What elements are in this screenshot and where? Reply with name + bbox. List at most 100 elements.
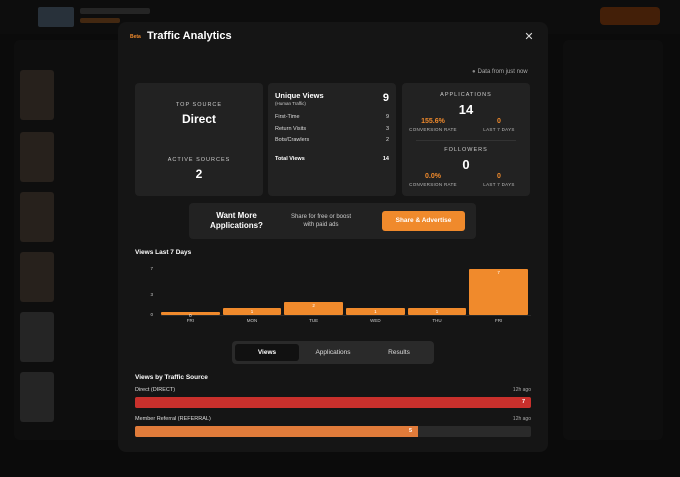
chart-bar[interactable] [346, 308, 405, 315]
background-title [80, 8, 150, 14]
background-avatar [20, 70, 54, 120]
conversion-rate-value: 0.0% [425, 173, 441, 180]
promo-heading: Want More Applications? [210, 211, 263, 230]
followers-last7: 0 LAST 7 DAYS [474, 173, 524, 187]
top-source-value: Direct [181, 112, 216, 126]
y-tick-label: 3 [150, 292, 153, 298]
row-value: 3 [385, 126, 389, 132]
bar-value-label: 1 [374, 309, 377, 315]
total-views-row: Total Views 14 [275, 156, 389, 162]
traffic-source-value: 5 [409, 428, 413, 434]
x-tick-label: FRI [495, 318, 503, 323]
traffic-source-fill [135, 397, 531, 408]
conversion-rate-label: CONVERSION RATE [409, 127, 457, 132]
bar-value-label: 7 [497, 270, 500, 275]
share-advertise-button[interactable]: Share & Advertise [382, 211, 465, 231]
background-right-panel [563, 40, 663, 440]
tab-applications[interactable]: Applications [315, 349, 351, 356]
row-value: 9 [385, 114, 389, 120]
promo-text: Share for free or boost with paid ads [290, 214, 352, 228]
background-avatar [20, 372, 54, 422]
applications-last7: 0 LAST 7 DAYS [474, 118, 524, 132]
close-icon[interactable]: ✕ [524, 31, 534, 43]
traffic-source-name: Member Referral (REFERRAL) [135, 416, 211, 422]
y-tick-label: 0 [150, 312, 153, 317]
unique-views-subtitle: (Human Traffic) [275, 101, 306, 106]
active-sources-value: 2 [195, 167, 203, 181]
dot-icon: ● [472, 69, 476, 75]
x-tick-label: MON [246, 318, 258, 323]
top-source-label: TOP SOURCE [175, 102, 223, 108]
last7-value: 0 [497, 118, 501, 125]
bar-value-label: 1 [250, 309, 254, 315]
tab-results[interactable]: Results [388, 349, 410, 356]
bar-value-label: 1 [435, 309, 439, 315]
bar-value-label: 2 [312, 302, 315, 308]
background-avatar [20, 192, 54, 242]
row-label: Bots/Crawlers [275, 137, 310, 143]
views-chart-title: Views Last 7 Days [135, 249, 192, 256]
chart-bar[interactable] [407, 308, 467, 315]
followers-conversion: 0.0% CONVERSION RATE [408, 173, 458, 187]
row-label: First-Time [275, 114, 300, 120]
active-sources-label: ACTIVE SOURCES [167, 157, 231, 163]
background-subtitle [80, 18, 120, 23]
unique-views-row: Return Visits 3 [275, 126, 389, 132]
metric-tabs: Views Applications Results [232, 341, 434, 364]
data-freshness-text: Data from just now [477, 69, 528, 75]
chart-bar[interactable] [222, 308, 282, 315]
traffic-source-name: Direct (DIRECT) [135, 387, 176, 393]
background-thumbnail [38, 7, 74, 27]
conversion-rate-value: 155.6% [421, 118, 445, 125]
chart-bar[interactable] [161, 312, 220, 315]
traffic-source-value: 7 [522, 399, 526, 405]
total-views-value: 14 [382, 156, 389, 162]
data-freshness: ● Data from just now [472, 69, 528, 75]
unique-views-row: Bots/Crawlers 2 [275, 137, 389, 143]
applications-conversion: 155.6% CONVERSION RATE [408, 118, 458, 132]
beta-badge: Beta [130, 34, 141, 40]
conversion-rate-label: CONVERSION RATE [409, 182, 457, 187]
background-button [600, 7, 660, 25]
applications-label: APPLICATIONS [440, 92, 492, 98]
traffic-analytics-modal: Beta Traffic Analytics ✕ ● Data from just… [118, 22, 548, 452]
unique-views-card: Unique Views (Human Traffic) 9 First-Tim… [268, 83, 396, 196]
promo-banner: Want More Applications? Share for free o… [189, 203, 476, 239]
modal-title: Traffic Analytics [147, 30, 232, 42]
x-tick-label: FRI [186, 318, 194, 323]
y-tick-label: 7 [150, 266, 153, 271]
background-avatar [20, 132, 54, 182]
chart-baseline [161, 315, 531, 316]
traffic-source-title: Views by Traffic Source [135, 374, 208, 381]
followers-value: 0 [462, 157, 470, 172]
x-tick-label: WED [370, 318, 381, 323]
followers-label: FOLLOWERS [444, 147, 488, 153]
last7-value: 0 [497, 173, 501, 180]
traffic-source-bar: 7 [135, 397, 531, 408]
unique-views-row: First-Time 9 [275, 114, 389, 120]
traffic-source-time: 12h ago [512, 416, 531, 422]
x-tick-label: THU [432, 318, 442, 323]
background-avatar [20, 252, 54, 302]
traffic-source-time: 12h ago [512, 387, 531, 393]
applications-value: 14 [458, 102, 474, 117]
unique-views-total: 9 [382, 92, 389, 104]
top-source-card: TOP SOURCE Direct ACTIVE SOURCES 2 [135, 83, 263, 196]
bar-value-label: 0 [189, 313, 192, 318]
background-avatar [20, 312, 54, 362]
modal-header: Beta Traffic Analytics ✕ [118, 22, 548, 52]
tab-views[interactable]: Views [235, 344, 299, 361]
conversions-card: APPLICATIONS 14 155.6% CONVERSION RATE 0… [402, 83, 530, 196]
views-bar-chart: 0 3 7 0 FRI 1 MON 2 TUE 1 WED 1 THU 7 FRI [135, 263, 531, 327]
total-views-label: Total Views [275, 156, 305, 162]
last7-label: LAST 7 DAYS [483, 127, 515, 132]
row-label: Return Visits [275, 126, 307, 132]
last7-label: LAST 7 DAYS [483, 182, 515, 187]
divider [416, 140, 516, 141]
row-value: 2 [385, 137, 389, 143]
traffic-source-bar: 5 [135, 426, 531, 437]
unique-views-title: Unique Views [275, 91, 324, 100]
chart-bar[interactable] [469, 269, 528, 315]
x-tick-label: TUE [309, 318, 319, 323]
chart-bar[interactable] [284, 301, 343, 315]
